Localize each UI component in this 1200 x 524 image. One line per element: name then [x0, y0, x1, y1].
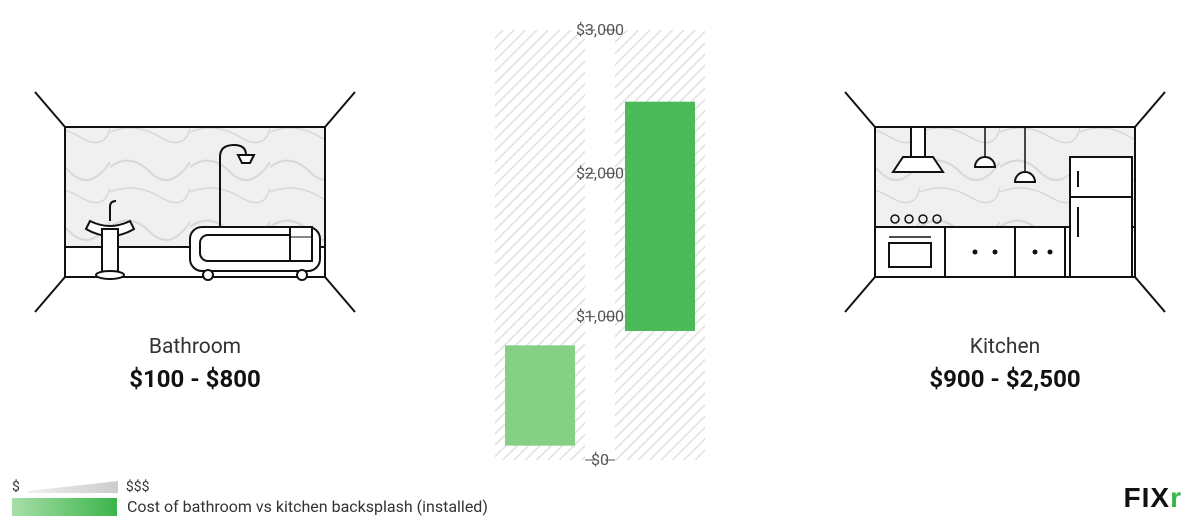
bathroom-panel: Bathroom $100 - $800 — [30, 87, 360, 393]
svg-text:$1,000: $1,000 — [576, 307, 624, 326]
svg-text:$2,000: $2,000 — [576, 163, 624, 182]
svg-text:$0: $0 — [591, 450, 609, 469]
bathroom-illustration — [30, 87, 360, 317]
kitchen-illustration — [840, 87, 1170, 317]
legend-low-symbol: $ — [12, 479, 20, 495]
legend-caption: Cost of bathroom vs kitchen backsplash (… — [127, 497, 488, 516]
legend-gradient-icon — [28, 481, 118, 493]
legend: $ $$$ Cost of bathroom vs kitchen backsp… — [12, 479, 488, 516]
legend-high-symbol: $$$ — [126, 479, 150, 495]
cost-chart: $0 $1,000 $2,000 $3,000 — [420, 10, 780, 470]
bathroom-label: Bathroom — [149, 335, 241, 359]
brand-text: FIX — [1124, 482, 1171, 513]
kitchen-label: Kitchen — [970, 335, 1040, 359]
kitchen-range: $900 - $2,500 — [929, 365, 1080, 393]
brand-accent: r — [1170, 482, 1182, 513]
kitchen-panel: Kitchen $900 - $2,500 — [840, 87, 1170, 393]
bathroom-range: $100 - $800 — [129, 365, 261, 393]
svg-text:$3,000: $3,000 — [576, 20, 624, 39]
fixr-logo: FIXr — [1124, 482, 1182, 514]
legend-swatch-icon — [12, 498, 117, 516]
